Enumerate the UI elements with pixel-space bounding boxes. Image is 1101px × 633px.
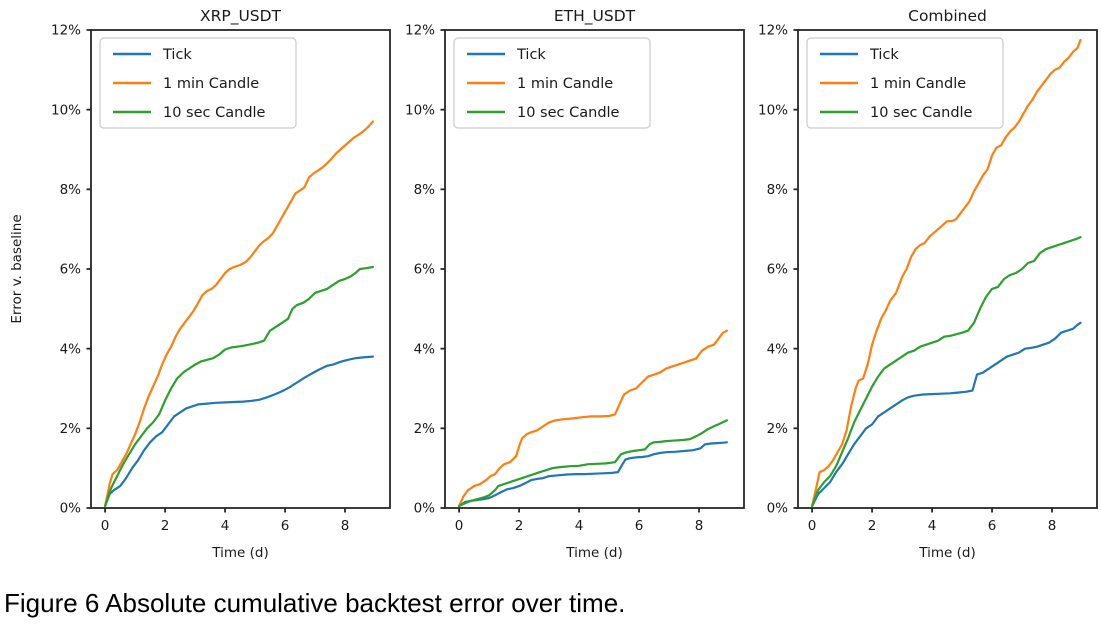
- legend-label: 1 min Candle: [163, 76, 259, 92]
- series-line-1-min-candle: [811, 38, 1082, 508]
- series-line-10-sec-candle: [458, 419, 728, 508]
- y-tick-label: 10%: [758, 102, 788, 118]
- y-tick-label: 8%: [414, 182, 436, 198]
- y-tick-label: 6%: [767, 262, 789, 278]
- y-tick-label: 6%: [60, 262, 82, 278]
- legend-box: [453, 37, 651, 129]
- y-tick-label: 6%: [414, 262, 436, 278]
- legend-box: [99, 37, 297, 129]
- legend: Tick 1 min Candle 10 sec Candle: [99, 37, 297, 129]
- legend: Tick 1 min Candle 10 sec Candle: [453, 37, 651, 129]
- y-tick-label: 4%: [60, 341, 82, 357]
- chart-eth-usdt: ETH_USDT 0% 2% 4% 6% 8% 10% 12% 0 2 4 6 8 Time (d) Tic…: [405, 7, 745, 561]
- x-tick-label: 0: [101, 518, 110, 534]
- x-tick-label: 2: [161, 518, 170, 534]
- y-tick-label: 12%: [51, 23, 81, 39]
- chart-title: Combined: [908, 7, 987, 25]
- y-tick-label: 12%: [405, 23, 435, 39]
- legend-label: 1 min Candle: [870, 76, 966, 92]
- y-tick-label: 0%: [414, 501, 436, 517]
- x-tick-label: 6: [635, 518, 644, 534]
- x-tick-label: 4: [575, 518, 584, 534]
- x-tick-label: 8: [695, 518, 704, 534]
- legend-label: 10 sec Candle: [163, 105, 266, 121]
- legend: Tick 1 min Candle 10 sec Candle: [806, 37, 1004, 129]
- y-tick-label: 12%: [758, 23, 788, 39]
- chart-title: XRP_USDT: [200, 7, 282, 26]
- legend-label: Tick: [162, 47, 192, 63]
- x-axis-label: Time (d): [565, 545, 622, 561]
- x-axis-label: Time (d): [211, 545, 268, 561]
- legend-label: 10 sec Candle: [517, 105, 620, 121]
- y-tick-label: 4%: [767, 341, 789, 357]
- y-tick-label: 2%: [414, 421, 436, 437]
- figure-caption: Figure 6 Absolute cumulative backtest er…: [4, 588, 626, 618]
- series-line-10-sec-candle: [104, 265, 374, 508]
- x-tick-label: 8: [341, 518, 350, 534]
- x-tick-label: 2: [515, 518, 524, 534]
- series-line-tick: [104, 355, 374, 508]
- y-tick-label: 8%: [60, 182, 82, 198]
- y-tick-label: 2%: [767, 421, 789, 437]
- y-tick-label: 0%: [767, 501, 789, 517]
- legend-label: Tick: [516, 47, 546, 63]
- x-tick-label: 4: [221, 518, 230, 534]
- x-axis-label: Time (d): [918, 545, 975, 561]
- legend-label: 10 sec Candle: [870, 105, 973, 121]
- x-tick-label: 2: [868, 518, 877, 534]
- y-tick-label: 0%: [60, 501, 82, 517]
- chart-xrp-usdt: XRP_USDT 0% 2% 4% 6% 8% 10% 12% 0 2 4 6 8 Time (d) Err…: [9, 7, 391, 561]
- y-tick-label: 10%: [51, 102, 81, 118]
- series-line-1-min-candle: [458, 329, 728, 508]
- series-line-tick: [811, 321, 1082, 508]
- legend-box: [806, 37, 1004, 129]
- chart-title: ETH_USDT: [554, 7, 636, 26]
- x-tick-label: 0: [455, 518, 464, 534]
- y-axis-label: Error v. baseline: [9, 214, 25, 323]
- x-tick-label: 8: [1048, 518, 1057, 534]
- legend-label: Tick: [869, 47, 899, 63]
- chart-combined: Combined 0% 2% 4% 6% 8% 10% 12% 0 2 4 6 8 Time (d) Tic…: [758, 7, 1098, 561]
- x-tick-label: 0: [808, 518, 817, 534]
- x-tick-label: 6: [988, 518, 997, 534]
- x-tick-label: 6: [281, 518, 290, 534]
- series-line-tick: [458, 441, 728, 508]
- y-tick-label: 10%: [405, 102, 435, 118]
- y-tick-label: 4%: [414, 341, 436, 357]
- x-tick-label: 4: [928, 518, 937, 534]
- series-line-10-sec-candle: [811, 236, 1082, 508]
- backtest-error-charts: XRP_USDT 0% 2% 4% 6% 8% 10% 12% 0 2 4 6 8 Time (d) Err…: [9, 7, 1098, 561]
- series-line-1-min-candle: [104, 120, 374, 508]
- y-tick-label: 2%: [60, 421, 82, 437]
- legend-label: 1 min Candle: [517, 76, 613, 92]
- y-tick-label: 8%: [767, 182, 789, 198]
